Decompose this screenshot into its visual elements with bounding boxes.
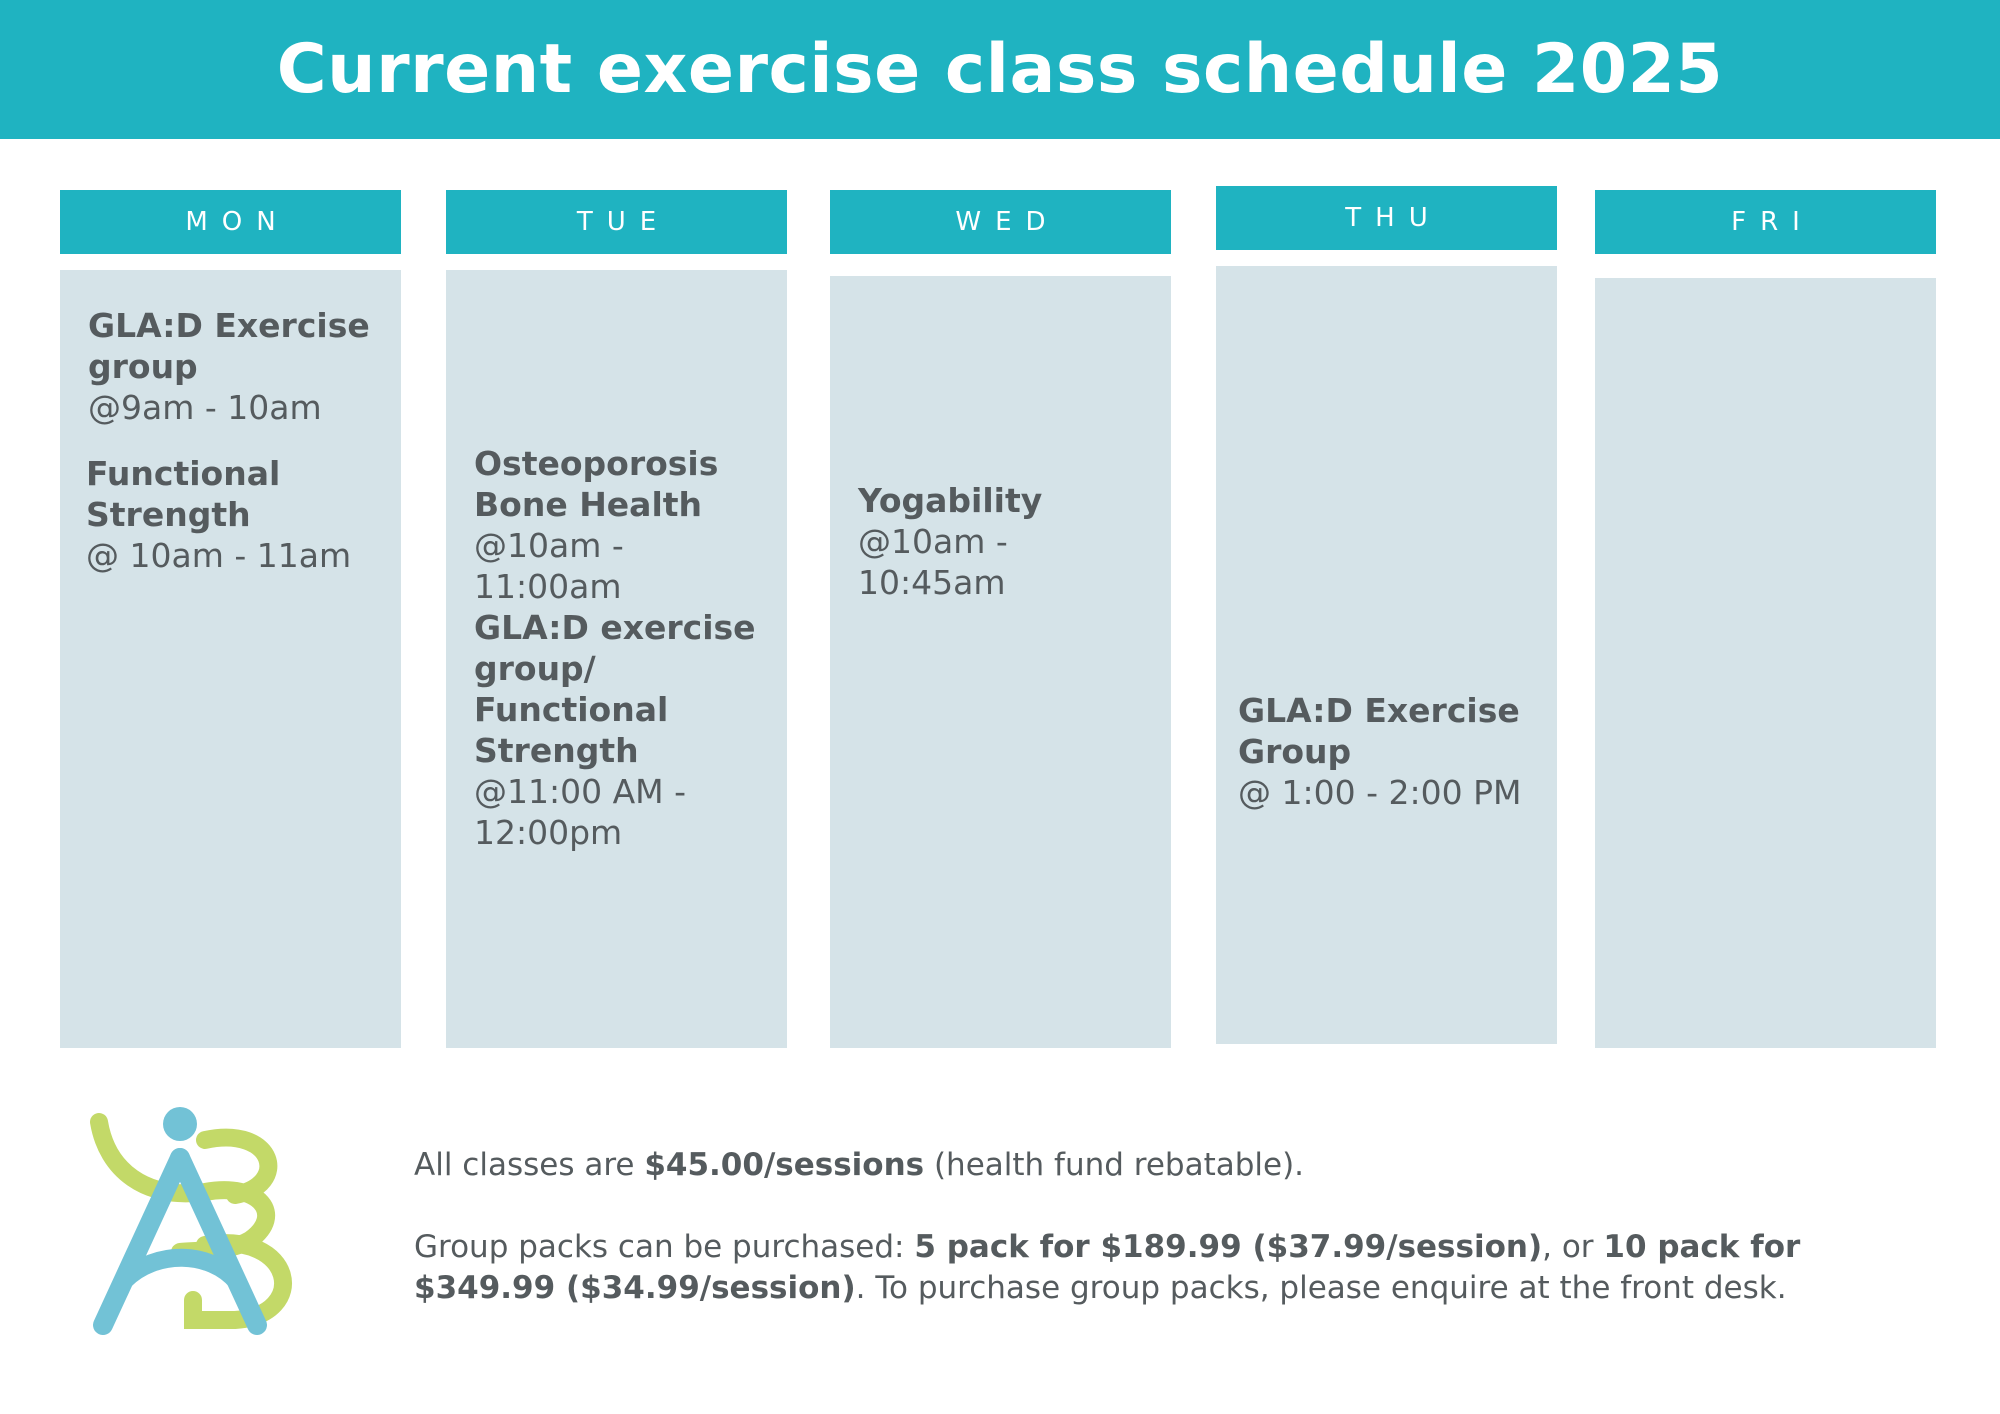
pack-10-price: 10 pack for $349.99 ($34.99/session) [414, 1229, 1801, 1306]
pack-5-price: 5 pack for $189.99 ($37.99/session) [914, 1229, 1543, 1265]
day-header-thu: THU [1216, 186, 1557, 250]
class-name: GLA:D Exercise Group [1238, 691, 1520, 771]
class-time: @9am - 10am [88, 388, 322, 427]
class-name: Osteoporosis Bone Health [474, 444, 719, 524]
pricing-text: All classes are [414, 1147, 645, 1183]
day-column-wed: Yogability @10am - 10:45am [830, 276, 1171, 1048]
class-name: GLA:D exercise group/ Functional Strengt… [474, 608, 756, 770]
day-column-fri [1595, 278, 1936, 1048]
day-header-tue: TUE [446, 190, 787, 254]
class-entry: GLA:D Exercise Group @ 1:00 - 2:00 PM [1238, 690, 1537, 813]
class-entry: Yogability @10am - 10:45am [858, 480, 1151, 603]
day-header-fri: FRI [1595, 190, 1936, 254]
day-column-mon: GLA:D Exercise group @9am - 10am Functio… [60, 270, 401, 1048]
day-column-thu: GLA:D Exercise Group @ 1:00 - 2:00 PM [1216, 266, 1557, 1044]
class-entry: GLA:D exercise group/ Functional Strengt… [474, 607, 767, 853]
class-time: @10am - 10:45am [858, 522, 1008, 602]
class-entry: Osteoporosis Bone Health @10am - 11:00am [474, 443, 767, 607]
session-price: $45.00/sessions [644, 1147, 925, 1183]
class-time: @ 1:00 - 2:00 PM [1238, 773, 1522, 812]
title-banner: Current exercise class schedule 2025 [0, 0, 2000, 139]
pricing-info: All classes are $45.00/sessions (health … [414, 1145, 1884, 1309]
ab-logo [90, 1107, 292, 1335]
class-time: @11:00 AM - 12:00pm [474, 772, 687, 852]
day-header-wed: WED [830, 190, 1171, 254]
page-title: Current exercise class schedule 2025 [276, 30, 1724, 109]
day-header-mon: MON [60, 190, 401, 254]
class-name: Functional Strength [86, 454, 281, 534]
pricing-line: All classes are $45.00/sessions (health … [414, 1145, 1884, 1186]
class-entry: GLA:D Exercise group @9am - 10am [88, 305, 381, 428]
packs-line: Group packs can be purchased: 5 pack for… [414, 1227, 1884, 1309]
pricing-text: (health fund rebatable). [924, 1147, 1305, 1183]
packs-text: . To purchase group packs, please enquir… [855, 1270, 1787, 1306]
class-name: Yogability [858, 481, 1043, 520]
class-entry: Functional Strength @ 10am - 11am [86, 453, 381, 576]
class-name: GLA:D Exercise group [88, 306, 370, 386]
day-column-tue: Osteoporosis Bone Health @10am - 11:00am… [446, 270, 787, 1048]
class-time: @10am - 11:00am [474, 526, 624, 606]
packs-text: Group packs can be purchased: [414, 1229, 915, 1265]
packs-text: , or [1542, 1229, 1604, 1265]
class-time: @ 10am - 11am [86, 536, 352, 575]
